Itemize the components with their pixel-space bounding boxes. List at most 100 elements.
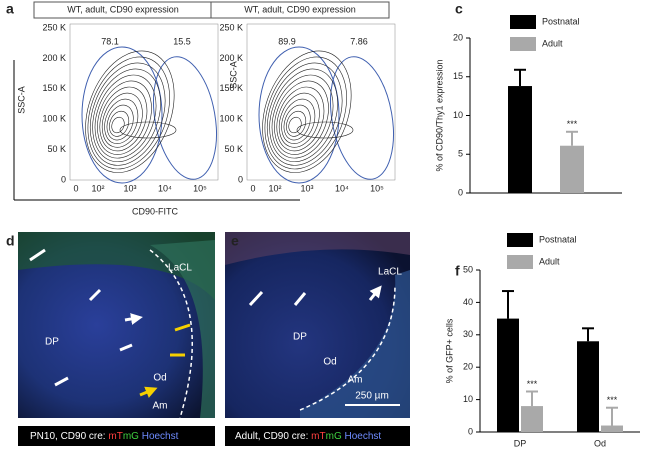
contour: [111, 116, 125, 134]
y-tick-label: 40: [463, 297, 473, 307]
caption-box: [225, 426, 410, 446]
y-tick-label: 20: [463, 362, 473, 372]
arrows: [29, 248, 137, 387]
contour: [296, 121, 354, 139]
contour: [274, 80, 329, 155]
y-tick-label: 50 K: [224, 144, 243, 154]
gate-value: 78.1: [101, 36, 119, 46]
x-tick-label: 10⁴: [335, 183, 349, 193]
image-label: DP: [293, 332, 307, 343]
boundary: [149, 249, 193, 419]
y-tick-label: 0: [468, 426, 473, 436]
y-tick-label: 0: [238, 174, 243, 184]
caption-part: Hoechst: [342, 431, 382, 442]
gate: [330, 56, 394, 180]
title-box: [210, 1, 390, 19]
bar: [577, 341, 599, 432]
contour: [85, 50, 175, 173]
x-tick-label: 0: [73, 183, 78, 193]
gate: [153, 56, 217, 180]
gate-value: 7.86: [350, 36, 368, 46]
y-tick-label: 0: [61, 174, 66, 184]
contour: [267, 62, 343, 166]
contour: [286, 110, 307, 137]
x-tick-label: 10³: [123, 183, 136, 193]
image-label: Od: [153, 373, 166, 384]
x-tick-label: 10⁵: [370, 183, 384, 193]
y-tick-label: 200 K: [42, 53, 66, 63]
y-axis-label: % of CD90/Thy1 expression: [434, 59, 444, 171]
bar: [508, 86, 532, 193]
contour: [281, 98, 316, 144]
x-tick-label: Od: [594, 438, 606, 448]
caption-part: Hoechst: [139, 431, 179, 442]
y-tick-label: 15: [453, 71, 463, 81]
contour: [278, 92, 320, 148]
bar: [601, 425, 623, 432]
caption: Adult, CD90 cre: mTmG Hoechst: [235, 431, 381, 442]
y-tick-label: 200 K: [219, 53, 243, 63]
contour: [276, 86, 325, 152]
y-tick-label: 250 K: [42, 22, 66, 32]
caption-part: mG: [326, 431, 342, 442]
panel-label: d: [6, 233, 15, 249]
contour: [119, 121, 177, 139]
contour: [104, 98, 139, 144]
x-tick-label: 10⁵: [193, 183, 207, 193]
bar: [497, 318, 519, 432]
contour: [97, 80, 152, 155]
x-tick-label: 0: [250, 183, 255, 193]
contour: [283, 104, 311, 141]
legend-swatch: [507, 233, 533, 247]
y-tick-label: 50: [463, 264, 473, 274]
panel-label: a: [6, 1, 14, 17]
x-tick-label: 10⁴: [158, 183, 172, 193]
caption: PN10, CD90 cre: mTmG Hoechst: [30, 431, 179, 442]
contour: [90, 62, 166, 166]
legend-label: Adult: [542, 38, 563, 48]
image-label: LaCL: [168, 263, 192, 274]
gate: [258, 46, 340, 184]
caption-part: mG: [123, 431, 139, 442]
panel-label: c: [455, 1, 463, 17]
legend-swatch: [510, 37, 536, 51]
y-tick-label: 0: [458, 187, 463, 197]
y-axis-label: SSC-A: [228, 61, 238, 89]
arrows: [139, 323, 191, 395]
y-tick-label: 30: [463, 329, 473, 339]
boundary: [299, 284, 396, 411]
contour: [262, 50, 352, 173]
legend-swatch: [507, 255, 533, 269]
x-axis-label: CD90-FITC: [132, 206, 179, 216]
caption-box: [18, 426, 215, 446]
contour: [92, 68, 161, 163]
gate-value: 89.9: [278, 36, 296, 46]
x-tick-label: 10³: [300, 183, 313, 193]
y-tick-label: 150 K: [42, 83, 66, 93]
image-label: LaCL: [378, 267, 402, 278]
plot-area: [246, 23, 396, 181]
image-label: DP: [45, 337, 59, 348]
bar: [521, 406, 543, 432]
arrows: [248, 290, 378, 307]
y-tick-label: 100 K: [42, 114, 66, 124]
y-tick-label: 20: [453, 32, 463, 42]
contour: [101, 92, 143, 148]
tissue-layer: [150, 240, 215, 418]
contour: [264, 56, 347, 170]
caption-part: mTmG: [311, 431, 342, 442]
caption-part: Adult, CD90 cre:: [235, 431, 311, 442]
plot-title: WT, adult, CD90 expression: [244, 4, 356, 14]
caption-part: mTmG: [108, 431, 139, 442]
contour: [99, 86, 148, 152]
tissue-layer: [225, 232, 410, 265]
annotation: ***: [607, 395, 618, 405]
image-label: Am: [153, 401, 168, 412]
y-axis-label: SSC-A: [16, 86, 26, 114]
tissue-layer: [300, 270, 410, 418]
y-tick-label: 5: [458, 149, 463, 159]
plot-title: WT, adult, CD90 expression: [67, 4, 179, 14]
y-tick-label: 100 K: [219, 114, 243, 124]
annotation: ***: [527, 379, 538, 389]
